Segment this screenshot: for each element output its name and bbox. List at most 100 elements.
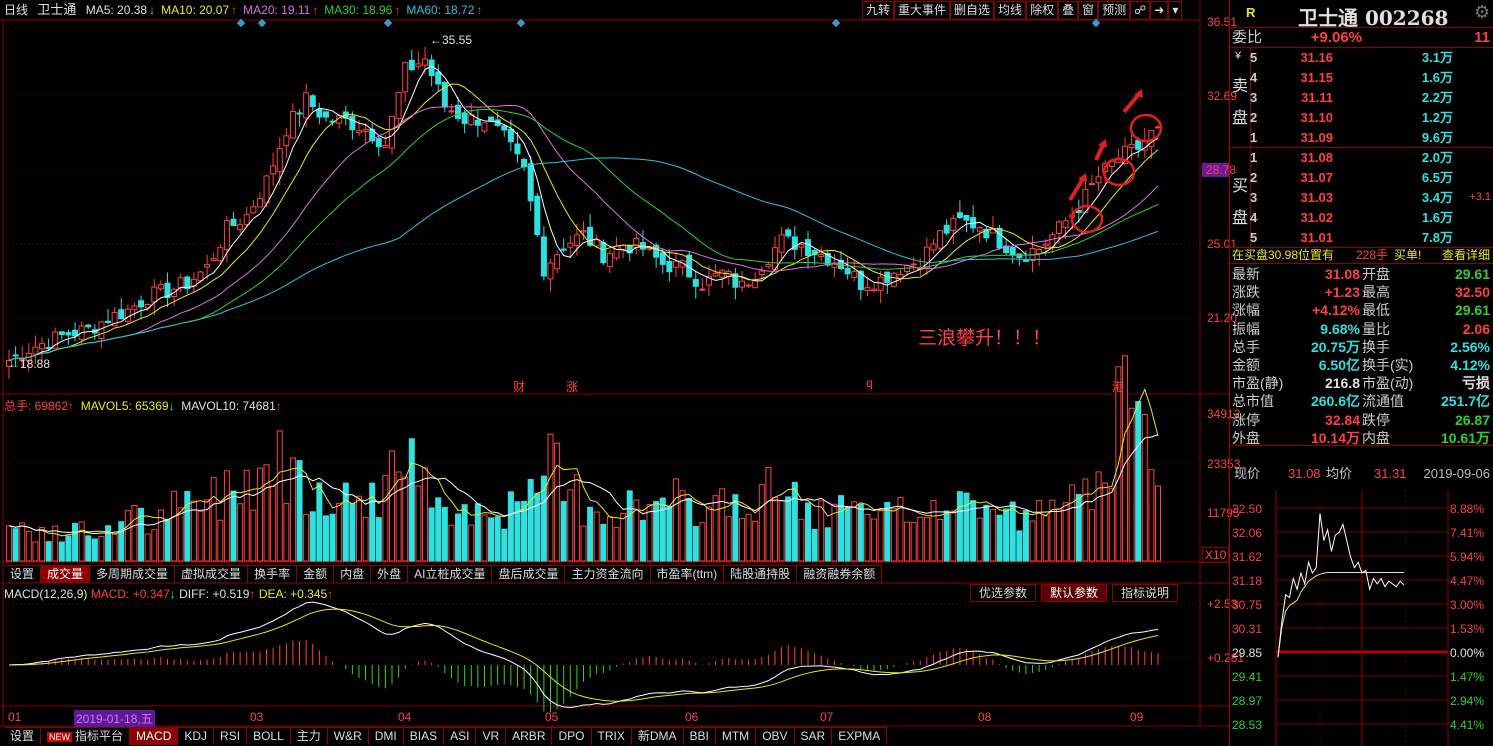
order-book-row[interactable]: 5 31.01 7.8万 <box>1230 228 1493 247</box>
volume-bar <box>1022 510 1029 562</box>
trend-arrow-icon: ↓ <box>149 3 156 17</box>
candle <box>322 111 329 118</box>
indicator-tab-obv[interactable]: OBV <box>756 728 795 745</box>
volume-bar <box>448 524 455 562</box>
volume-tab-1[interactable]: 成交量 <box>41 566 91 583</box>
toolbar-jiuzhuan[interactable]: 九转 <box>862 1 895 20</box>
up-arrow-head-icon <box>1134 89 1143 98</box>
candle <box>923 246 930 269</box>
order-book-row[interactable]: 4 31.15 1.6万 <box>1230 68 1493 87</box>
ma-labels: MA5: 20.38 ↓ MA10: 20.07 ↑ MA20: 19.11 ↑ MA30:… <box>86 3 489 17</box>
indicator-tab-mtm[interactable]: MTM <box>716 728 757 745</box>
view-details-link[interactable]: 查看详细 <box>1441 248 1490 262</box>
volume-bar <box>481 514 488 562</box>
candle <box>230 218 237 226</box>
event-marker-finance[interactable]: 财 <box>513 380 526 394</box>
toolbar-ma-lines[interactable]: 均线 <box>994 1 1027 20</box>
highlight-circle <box>1129 113 1163 143</box>
order-book-row[interactable]: 3 31.11 2.2万 <box>1230 88 1493 107</box>
volume-tab-13[interactable]: 融资融券余额 <box>797 566 883 583</box>
date-label: 07 <box>820 710 834 724</box>
intraday-pct-label: 2.94% <box>1450 694 1484 708</box>
volume-tab-11[interactable]: 市盈率(ttm) <box>651 566 725 583</box>
candle <box>560 248 567 251</box>
lock-icon[interactable]: ☍ <box>1130 1 1151 20</box>
volume-tab-5[interactable]: 金额 <box>297 566 335 583</box>
chart-toolbar: 九转 重大事件 删自选 均线 除权 叠 窗 预测 ☍ ➜ ▾ <box>862 1 1183 20</box>
volume-tab-0[interactable]: 设置 <box>4 566 42 583</box>
candle <box>1003 245 1010 254</box>
trend-arrow-icon: ↑ <box>312 3 319 17</box>
candle <box>705 275 712 286</box>
order-book-row[interactable]: 3 31.03 3.4万 +3.1 <box>1230 188 1493 207</box>
kline-chart[interactable] <box>0 0 1230 746</box>
volume-tab-10[interactable]: 主力资金流向 <box>565 566 651 583</box>
event-marker-q[interactable]: q <box>866 376 873 390</box>
default-params-button[interactable]: 默认参数 <box>1041 584 1108 602</box>
indicator-platform-tab[interactable]: NEW 指标平台 <box>41 728 131 745</box>
candle <box>408 59 415 71</box>
intraday-chart[interactable]: 32.50 8.88% 32.06 7.41% 31.62 5.94% 31.18 4.47%… <box>1230 490 1493 746</box>
indicator-tab-kdj[interactable]: KDJ <box>178 728 215 745</box>
volume-bar <box>613 527 620 562</box>
stat-value: 10.61万 <box>1440 429 1490 446</box>
level-price: 31.03 <box>1300 190 1333 205</box>
gear-icon[interactable]: ⚙ <box>1474 2 1491 22</box>
indicator-tab-bias[interactable]: BIAS <box>404 728 445 745</box>
order-book-row[interactable]: 4 31.02 1.6万 <box>1230 208 1493 227</box>
indicator-tab-expma[interactable]: EXPMA <box>832 728 888 745</box>
indicator-tab-dpo[interactable]: DPO <box>552 728 592 745</box>
indicator-tab-asi[interactable]: ASI <box>444 728 477 745</box>
candle <box>1095 176 1102 184</box>
volume-tab-8[interactable]: AI立桩成交量 <box>408 566 493 583</box>
volume-tab-3[interactable]: 虚拟成交量 <box>175 566 249 583</box>
indicator-tab-rsi[interactable]: RSI <box>214 728 248 745</box>
toolbar-overlay[interactable]: 叠 <box>1058 1 1079 20</box>
dea-line <box>8 608 1159 702</box>
indicator-tab-dmi[interactable]: DMI <box>369 728 404 745</box>
toolbar-forecast[interactable]: 预测 <box>1098 1 1131 20</box>
indicator-tab-arbr[interactable]: ARBR <box>506 728 553 745</box>
volume-bar <box>65 535 72 562</box>
volume-bar <box>606 516 613 562</box>
volume-bar <box>910 522 917 562</box>
indicator-tab-trix[interactable]: TRIX <box>592 728 632 745</box>
volume-tab-7[interactable]: 外盘 <box>371 566 409 583</box>
volume-tab-12[interactable]: 陆股通持股 <box>724 566 798 583</box>
volume-tab-2[interactable]: 多周期成交量 <box>90 566 176 583</box>
exit-icon[interactable]: ➜ <box>1150 1 1169 20</box>
volume-bar <box>818 500 825 562</box>
stat-label: 外盘 <box>1232 429 1260 446</box>
preferred-params-button[interactable]: 优选参数 <box>970 584 1037 602</box>
order-book-row[interactable]: 1 31.09 9.6万 <box>1230 128 1493 147</box>
volume-bar <box>428 507 435 562</box>
volume-bar <box>1062 502 1069 562</box>
indicator-tab-主力[interactable]: 主力 <box>291 728 328 745</box>
toolbar-window[interactable]: 窗 <box>1078 1 1099 20</box>
volume-bar <box>171 490 178 562</box>
indicator-tab-bbi[interactable]: BBI <box>684 728 716 745</box>
order-book-row[interactable]: 5 31.16 3.1万 <box>1230 48 1493 67</box>
toolbar-ex-rights[interactable]: 除权 <box>1026 1 1059 20</box>
event-marker-limit-up[interactable]: 涨 <box>566 380 579 394</box>
low-price-value: 18.88 <box>20 357 51 371</box>
stat-value: 32.50 <box>1454 284 1490 301</box>
volume-tab-6[interactable]: 内盘 <box>334 566 372 583</box>
indicator-help-button[interactable]: 指标说明 <box>1112 584 1179 602</box>
indicator-tab-w&r[interactable]: W&R <box>328 728 369 745</box>
indicator-settings-tab[interactable]: 设置 <box>4 728 42 745</box>
volume-tab-4[interactable]: 换手率 <box>248 566 298 583</box>
indicator-tab-sar[interactable]: SAR <box>795 728 833 745</box>
r-badge: R <box>1246 5 1256 20</box>
event-marker-hk[interactable]: 港 <box>1112 380 1125 394</box>
indicator-tab-boll[interactable]: BOLL <box>247 728 291 745</box>
order-book-row[interactable]: 2 31.07 6.5万 <box>1230 168 1493 187</box>
volume-tab-9[interactable]: 盘后成交量 <box>492 566 566 583</box>
indicator-tab-vr[interactable]: VR <box>476 728 507 745</box>
order-book-row[interactable]: 1 31.08 2.0万 <box>1230 148 1493 167</box>
toolbar-remove-watchlist[interactable]: 删自选 <box>950 1 995 20</box>
indicator-tab-macd[interactable]: MACD <box>130 728 179 745</box>
order-book-row[interactable]: 2 31.10 1.2万 <box>1230 108 1493 127</box>
indicator-tab-新dma[interactable]: 新DMA <box>632 728 684 745</box>
volume-bar <box>210 477 217 562</box>
